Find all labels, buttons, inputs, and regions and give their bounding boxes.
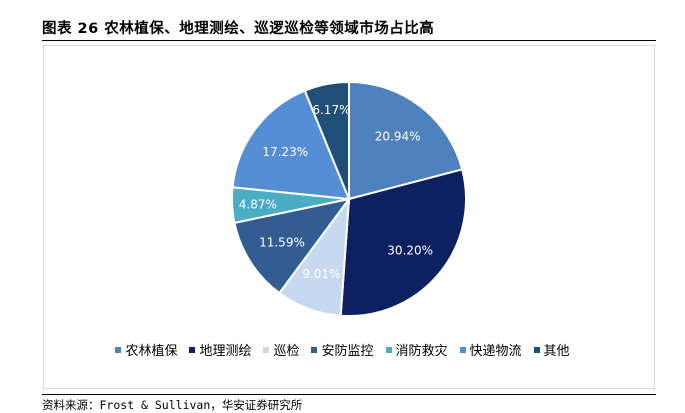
pie-chart: 20.94% 30.20% 9.01% 11.59% 4.87% 17.23% 6.17% [231,80,467,317]
legend-swatch [311,346,318,353]
legend-item: 农林植保 [115,340,177,359]
chart-title: 图表 26 农林植保、地理测绘、巡逻巡检等领域市场占比高 [42,21,435,37]
legend-swatch [459,346,466,353]
legend-swatch [189,346,196,353]
legend-item: 其他 [533,340,570,359]
legend-swatch [533,346,540,353]
legend-label: 安防监控 [321,344,374,359]
legend-item: 安防监控 [311,340,374,359]
slice-label: 4.87% [239,197,277,211]
title-rule [42,40,656,41]
slice-label: 11.59% [259,235,305,249]
chart-legend: 农林植保 地理测绘 巡检 安防监控 消防救灾 快递物流 其他 [0,340,685,359]
legend-label: 巡检 [273,344,300,359]
legend-swatch [385,346,392,353]
legend-item: 消防救灾 [385,340,448,359]
legend-swatch [115,346,122,353]
pie-slice [339,168,467,317]
slice-label: 6.17% [312,103,350,117]
legend-item: 地理测绘 [189,340,251,359]
slice-label: 9.01% [302,267,340,281]
legend-item: 巡检 [263,340,299,359]
legend-label: 消防救灾 [395,344,448,359]
slice-label: 17.23% [262,145,308,159]
slice-label: 30.20% [387,243,433,257]
pie-slice [303,80,350,200]
chart-frame [43,45,655,389]
legend-label: 快递物流 [469,344,522,359]
slice-label: 20.94% [375,130,421,144]
legend-swatch [263,346,270,353]
legend-label: 其他 [543,344,570,359]
source-note: 资料来源：Frost & Sullivan，华安证券研究所 [42,398,303,412]
legend-label: 地理测绘 [199,344,252,359]
legend-item: 快递物流 [459,340,522,359]
pie-slice [233,197,352,295]
pie-slice [348,80,464,201]
legend-label: 农林植保 [125,344,178,359]
source-rule [42,394,656,395]
pie-slice [231,89,351,201]
